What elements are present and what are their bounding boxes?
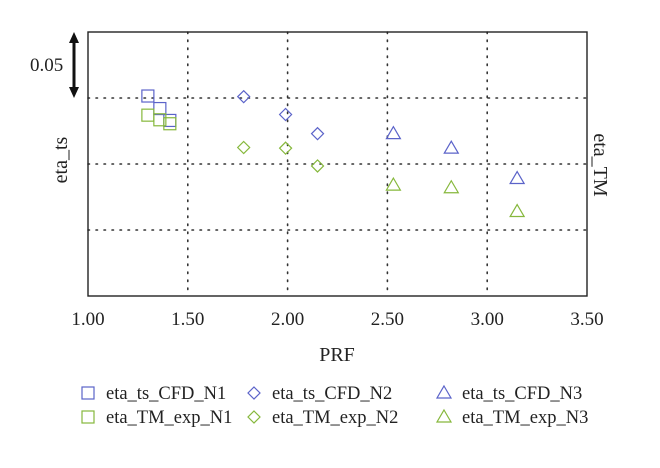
x-tick-label-2: 2.00 (271, 309, 304, 330)
grid (87, 31, 588, 297)
series-eta_ts_CFD_N2 (236, 89, 325, 141)
legend: eta_ts_CFD_N1 eta_ts_CFD_N2 eta_ts_CFD_N3e… (81, 384, 588, 428)
x-tick-label-1: 1.50 (171, 309, 204, 330)
legend-item-eta_ts_CFD_N1: eta_ts_CFD_N1 (81, 384, 226, 404)
legend-label-eta_ts_CFD_N3: eta_ts_CFD_N3 (462, 384, 582, 404)
legend-label-eta_TM_exp_N1: eta_TM_exp_N1 (106, 408, 232, 428)
legend-item-eta_ts_CFD_N2: eta_ts_CFD_N2 (247, 384, 392, 404)
legend-marker-eta_TM_exp_N3 (435, 408, 453, 423)
series-eta_ts_CFD_N3 (385, 125, 526, 185)
legend-item-eta_ts_CFD_N3: eta_ts_CFD_N3 (435, 384, 582, 404)
x-tick-label-0: 1.00 (71, 309, 104, 330)
point-eta_ts_CFD_N2-1 (278, 107, 293, 122)
scale-bar-arrow-up (69, 32, 79, 43)
legend-marker-eta_TM_exp_N1 (81, 410, 95, 424)
point-eta_TM_exp_N3-1 (443, 179, 460, 194)
legend-label-eta_TM_exp_N2: eta_TM_exp_N2 (272, 408, 398, 428)
series-eta_TM_exp_N3 (385, 176, 526, 218)
point-eta_ts_CFD_N1-1 (153, 101, 167, 116)
legend-item-eta_TM_exp_N2: eta_TM_exp_N2 (247, 408, 398, 428)
point-eta_TM_exp_N3-0 (385, 176, 402, 191)
point-eta_TM_exp_N2-1 (278, 141, 293, 156)
x-axis-title: PRF (319, 344, 355, 366)
legend-marker-eta_ts_CFD_N2 (247, 386, 261, 400)
point-eta_ts_CFD_N1-0 (141, 89, 155, 103)
data-points (141, 89, 526, 218)
legend-marker-eta_TM_exp_N2 (247, 410, 261, 424)
legend-label-eta_TM_exp_N3: eta_TM_exp_N3 (462, 408, 588, 428)
legend-label-eta_ts_CFD_N2: eta_ts_CFD_N2 (272, 384, 392, 404)
x-axis-tick-labels: 1.00 1.50 2.00 2.50 3.00 3.50 (71, 309, 603, 330)
scale-bar-arrow-down (69, 87, 79, 98)
right-y-axis-title: eta_TM (589, 133, 611, 197)
point-eta_ts_CFD_N2-2 (310, 126, 325, 141)
series-eta_TM_exp_N1 (141, 108, 177, 131)
point-eta_TM_exp_N3-2 (509, 203, 526, 218)
legend-marker-eta_ts_CFD_N3 (435, 384, 453, 399)
series-eta_TM_exp_N2 (236, 140, 325, 173)
series-eta_ts_CFD_N1 (141, 89, 177, 128)
legend-label-eta_ts_CFD_N1: eta_ts_CFD_N1 (106, 384, 226, 404)
plot-frame (87, 31, 588, 297)
left-y-axis-title: eta_ts (50, 136, 72, 183)
x-tick-label-4: 3.00 (471, 309, 504, 330)
point-eta_ts_CFD_N3-1 (443, 139, 460, 154)
point-eta_ts_CFD_N3-2 (509, 170, 526, 185)
scale-bar-label: 0.05 (30, 55, 63, 76)
legend-item-eta_TM_exp_N1: eta_TM_exp_N1 (81, 408, 232, 428)
x-tick-label-5: 3.50 (570, 309, 603, 330)
point-eta_TM_exp_N1-2 (163, 117, 177, 131)
point-eta_TM_exp_N1-0 (141, 108, 155, 122)
legend-marker-eta_ts_CFD_N1 (81, 386, 95, 400)
point-eta_ts_CFD_N2-0 (236, 89, 251, 104)
scale-bar: 0.05 (30, 32, 79, 98)
point-eta_TM_exp_N1-1 (153, 113, 167, 127)
x-tick-label-3: 2.50 (371, 309, 404, 330)
point-eta_TM_exp_N2-0 (236, 140, 251, 155)
point-eta_TM_exp_N2-2 (310, 159, 325, 173)
point-eta_ts_CFD_N3-0 (385, 125, 402, 140)
legend-item-eta_TM_exp_N3: eta_TM_exp_N3 (435, 408, 588, 428)
